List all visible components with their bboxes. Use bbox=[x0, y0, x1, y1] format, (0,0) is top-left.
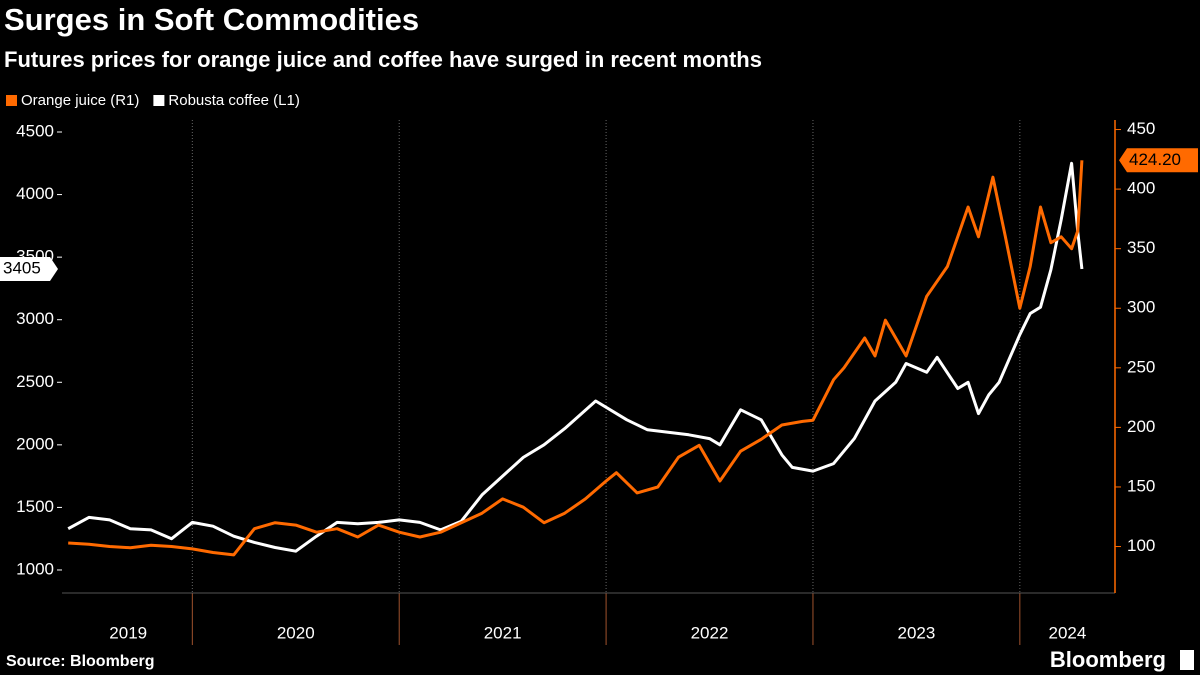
chart-subtitle: Futures prices for orange juice and coff… bbox=[4, 47, 762, 72]
y2-tick-label: 450 bbox=[1127, 119, 1155, 138]
source: Source: Bloomberg bbox=[6, 653, 154, 670]
value-flag bbox=[1119, 148, 1198, 173]
x-tick-label: 2020 bbox=[277, 623, 315, 642]
y-tick-label: 1500 bbox=[16, 497, 54, 516]
y-tick-label: 2000 bbox=[16, 434, 54, 453]
chart-title: Surges in Soft Commodities bbox=[4, 2, 419, 37]
y2-tick-label: 100 bbox=[1127, 536, 1155, 555]
legend-swatch bbox=[6, 95, 17, 106]
brand: Bloomberg bbox=[1050, 647, 1166, 672]
y-tick-label: 4000 bbox=[16, 184, 54, 203]
x-tick-label: 2019 bbox=[109, 623, 147, 642]
value-flag-label: 424.20 bbox=[1129, 150, 1181, 169]
y-tick-label: 2500 bbox=[16, 372, 54, 391]
y2-tick-label: 400 bbox=[1127, 179, 1155, 198]
x-tick-label: 2022 bbox=[691, 623, 729, 642]
y-tick-label: 4500 bbox=[16, 121, 54, 140]
x-tick-label: 2024 bbox=[1049, 623, 1087, 642]
y2-tick-label: 150 bbox=[1127, 476, 1155, 495]
line-series bbox=[68, 160, 1084, 557]
legend-label: Orange juice (R1) bbox=[21, 92, 139, 109]
y2-tick-label: 250 bbox=[1127, 357, 1155, 376]
brand-icon bbox=[1180, 650, 1194, 670]
value-flag bbox=[0, 257, 58, 282]
y2-tick-label: 200 bbox=[1127, 417, 1155, 436]
line-series bbox=[67, 161, 1084, 553]
legend-label: Robusta coffee (L1) bbox=[168, 92, 299, 109]
x-tick-label: 2021 bbox=[484, 623, 522, 642]
y-tick-label: 3000 bbox=[16, 309, 54, 328]
y-tick-label: 1000 bbox=[16, 559, 54, 578]
y2-tick-label: 350 bbox=[1127, 238, 1155, 257]
value-flag-label: 3405 bbox=[3, 259, 41, 278]
y2-tick-label: 300 bbox=[1127, 298, 1155, 317]
x-tick-label: 2023 bbox=[897, 623, 935, 642]
legend-swatch bbox=[153, 95, 165, 106]
